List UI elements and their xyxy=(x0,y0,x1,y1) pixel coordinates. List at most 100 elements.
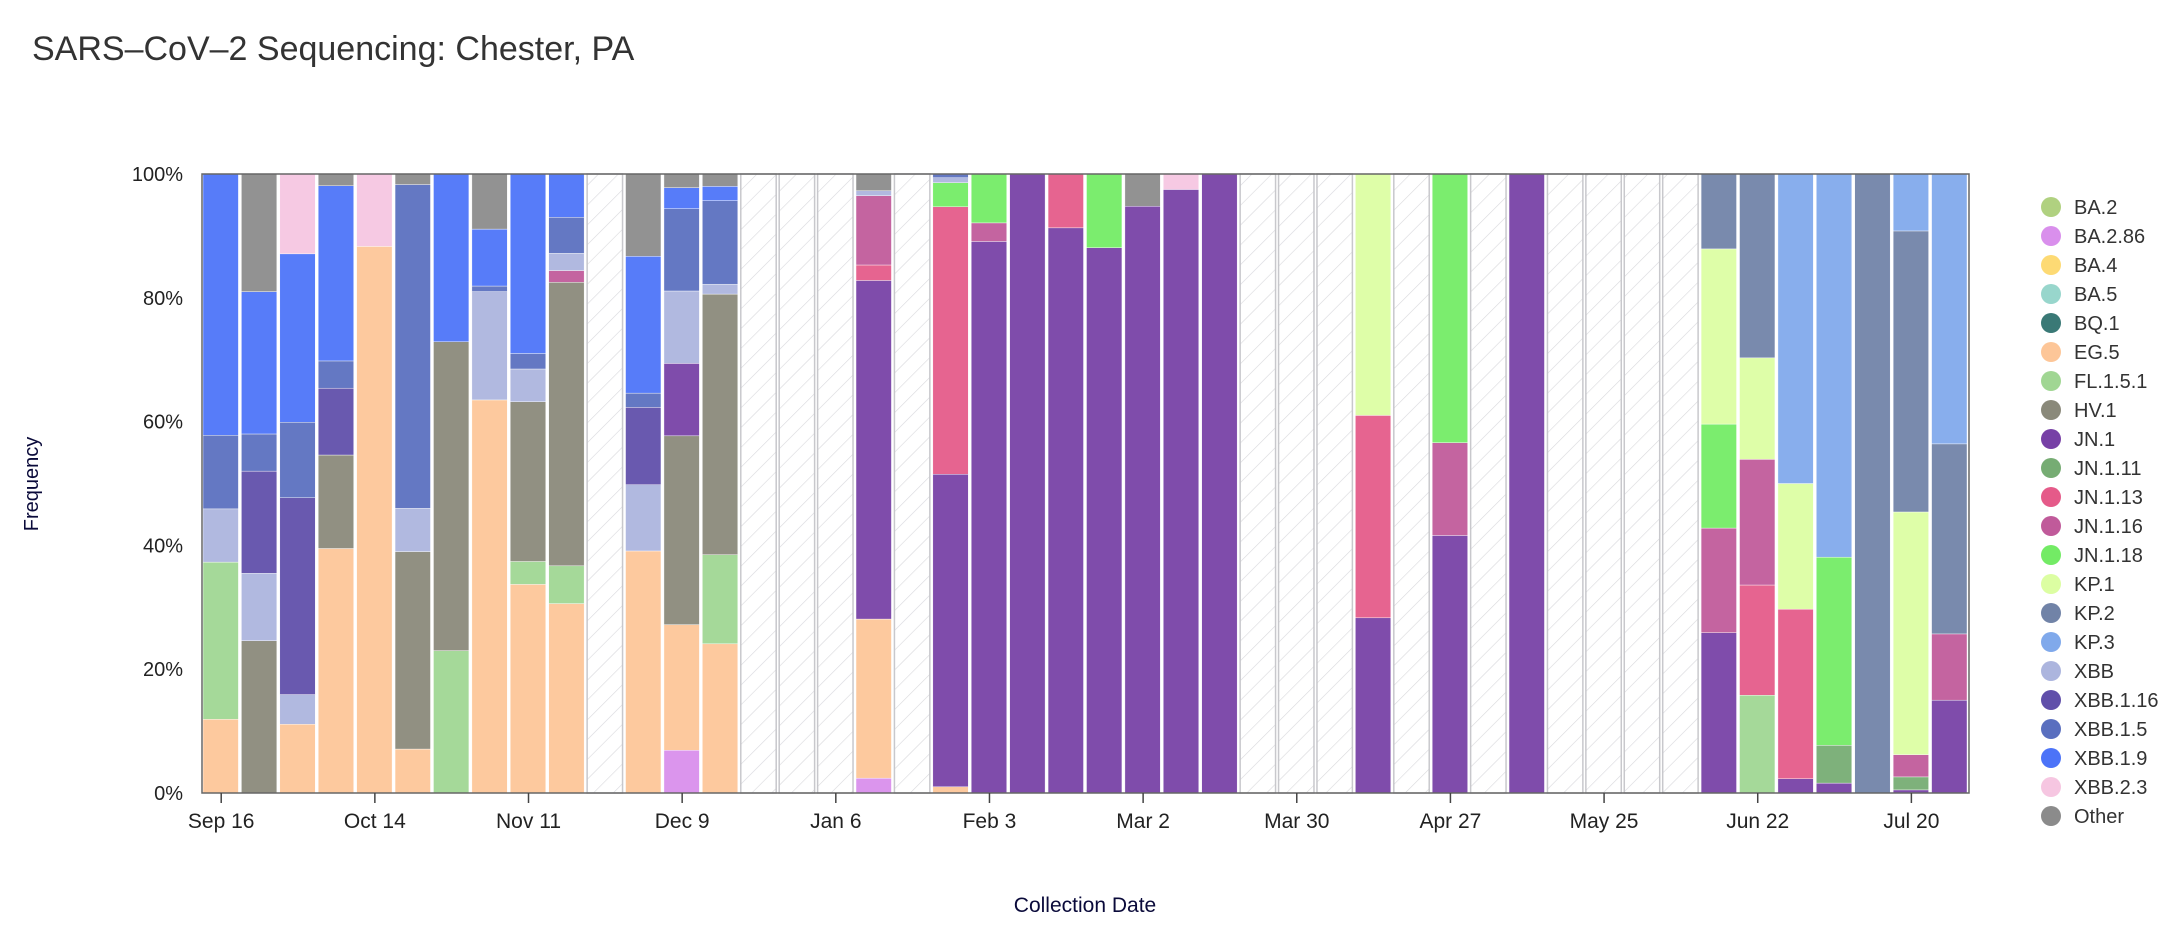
bar-segment-kp-2[interactable] xyxy=(1931,443,1968,635)
bar-segment-xbb[interactable] xyxy=(548,253,585,271)
bar-segment-jn-1-16[interactable] xyxy=(855,195,892,266)
bar-segment-eg-5[interactable] xyxy=(471,399,508,794)
bar-segment-eg-5[interactable] xyxy=(356,246,393,794)
bar-segment-xbb[interactable] xyxy=(202,508,239,563)
bar-segment-jn-1-18[interactable] xyxy=(932,182,969,208)
legend-item[interactable]: JN.1.18 xyxy=(2041,545,2143,567)
legend-item[interactable]: JN.1.11 xyxy=(2041,458,2141,480)
bar-segment-jn-1[interactable] xyxy=(1009,173,1046,794)
bar-segment-eg-5[interactable] xyxy=(394,748,431,794)
legend-item[interactable]: BA.4 xyxy=(2041,255,2117,277)
bar-segment-jn-1-16[interactable] xyxy=(1700,527,1737,633)
legend-item[interactable]: EG.5 xyxy=(2041,342,2120,364)
legend[interactable]: BA.2 BA.2.86 BA.4 BA.5 BQ.1 EG.5 FL.1.5.1 HV.1 J… xyxy=(2041,197,2159,828)
legend-item[interactable]: BA.2.86 xyxy=(2041,226,2145,248)
bar-segment-jn-1-16[interactable] xyxy=(548,270,585,283)
bar-segment-jn-1-18[interactable] xyxy=(1816,556,1852,746)
bar-segment-kp-1[interactable] xyxy=(1739,357,1776,460)
bar-segment-ba-2-86[interactable] xyxy=(663,750,700,794)
bar-segment-xbb-2-3[interactable] xyxy=(356,173,393,247)
bar-segment-xbb-1-9[interactable] xyxy=(702,186,738,201)
bar-segment-xbb-2-3[interactable] xyxy=(1163,173,1199,190)
bar-segment-jn-1-13[interactable] xyxy=(932,206,969,475)
bar-segment-jn-1-18[interactable] xyxy=(1432,173,1468,443)
bar-segment-kp-3[interactable] xyxy=(1777,173,1814,484)
bar-segment-jn-1-16[interactable] xyxy=(1892,754,1929,778)
bar-segment-xbb-2-3[interactable] xyxy=(279,173,316,255)
bar-segment-hv-1[interactable] xyxy=(433,341,470,651)
bar-segment-xbb[interactable] xyxy=(471,291,508,401)
legend-item[interactable]: XBB xyxy=(2041,661,2114,683)
bar-segment-kp-1[interactable] xyxy=(1777,483,1814,610)
bar-segment-xbb-1-16[interactable] xyxy=(318,387,354,456)
bar-segment-eg-5[interactable] xyxy=(510,584,546,794)
bar-segment-jn-1[interactable] xyxy=(1124,205,1161,794)
bar-segment-xbb[interactable] xyxy=(663,290,700,364)
bar-segment-jn-1[interactable] xyxy=(1163,189,1199,794)
bar-segment-xbb-1-16[interactable] xyxy=(625,407,662,485)
bar-segment-xbb-1-16[interactable] xyxy=(279,497,316,695)
bar-segment-eg-5[interactable] xyxy=(855,618,892,779)
bar-segment-eg-5[interactable] xyxy=(702,643,738,794)
bar-segment-xbb-1-9[interactable] xyxy=(471,228,508,287)
bar-segment-xbb-1-5[interactable] xyxy=(625,392,662,408)
bar-segment-xbb-1-5[interactable] xyxy=(702,200,738,285)
bar-segment-kp-2[interactable] xyxy=(1892,230,1929,513)
bar-segment-jn-1-18[interactable] xyxy=(971,173,1007,224)
legend-item[interactable]: KP.3 xyxy=(2041,632,2115,654)
bar-segment-jn-1-13[interactable] xyxy=(855,264,892,281)
bar-segment-xbb-1-9[interactable] xyxy=(241,291,278,435)
bar-segment-xbb[interactable] xyxy=(394,508,431,552)
bar-segment-jn-1[interactable] xyxy=(971,241,1007,794)
bar-segment-xbb[interactable] xyxy=(510,368,546,402)
bar-segment-jn-1-16[interactable] xyxy=(1432,442,1468,536)
bar-segment-xbb[interactable] xyxy=(932,177,969,183)
bar-segment-fl-1-5-1[interactable] xyxy=(702,554,738,645)
bar-segment-hv-1[interactable] xyxy=(702,293,738,555)
bar-segment-fl-1-5-1[interactable] xyxy=(548,565,585,604)
bar-segment-kp-3[interactable] xyxy=(1931,173,1968,445)
bar-segment-hv-1[interactable] xyxy=(394,551,431,750)
bar-segment-xbb[interactable] xyxy=(279,694,316,725)
bar-segment-jn-1-13[interactable] xyxy=(1047,173,1084,229)
bar-segment-kp-2[interactable] xyxy=(1700,173,1737,250)
bar-segment-xbb-1-9[interactable] xyxy=(202,173,239,436)
bar-segment-jn-1[interactable] xyxy=(1201,173,1238,794)
bar-segment-eg-5[interactable] xyxy=(548,603,585,794)
bar-segment-xbb-1-9[interactable] xyxy=(279,253,316,423)
bar-segment-xbb-1-5[interactable] xyxy=(663,208,700,292)
bar-segment-xbb-1-5[interactable] xyxy=(471,285,508,292)
legend-item[interactable]: FL.1.5.1 xyxy=(2041,371,2147,393)
bar-segment-hv-1[interactable] xyxy=(548,282,585,567)
bar-segment-xbb[interactable] xyxy=(855,190,892,196)
bar-segment-jn-1[interactable] xyxy=(1816,782,1852,794)
bar-segment-xbb-1-9[interactable] xyxy=(433,173,470,342)
bar-segment-jn-1-18[interactable] xyxy=(1700,423,1737,529)
bar-segment-jn-1[interactable] xyxy=(1700,632,1737,794)
bar-segment-hv-1[interactable] xyxy=(510,401,546,562)
bar-segment-jn-1-13[interactable] xyxy=(1777,608,1814,779)
bar-segment-jn-1-11[interactable] xyxy=(1816,745,1852,784)
bar-segment-kp-2[interactable] xyxy=(1854,173,1891,794)
bar-segment-other[interactable] xyxy=(318,173,354,186)
bar-segment-jn-1-11[interactable] xyxy=(1892,776,1929,791)
bar-segment-eg-5[interactable] xyxy=(663,624,700,751)
bar-segment-eg-5[interactable] xyxy=(932,786,969,794)
bar-segment-kp-1[interactable] xyxy=(1355,173,1392,416)
bar-segment-xbb-1-9[interactable] xyxy=(548,173,585,218)
bar-segment-xbb-1-9[interactable] xyxy=(318,185,354,362)
bar-segment-xbb-1-9[interactable] xyxy=(510,173,546,354)
bar-segment-ba-2-86[interactable] xyxy=(855,777,892,794)
bar-segment-jn-1[interactable] xyxy=(663,363,700,437)
bar-segment-jn-1[interactable] xyxy=(932,474,969,788)
bar-segment-other[interactable] xyxy=(241,173,278,292)
bar-segment-jn-1-13[interactable] xyxy=(1739,584,1776,696)
bar-segment-xbb[interactable] xyxy=(241,573,278,641)
bar-segment-jn-1[interactable] xyxy=(1355,617,1392,794)
bar-segment-fl-1-5-1[interactable] xyxy=(1739,694,1776,794)
bar-segment-other[interactable] xyxy=(1124,173,1161,207)
bar-segment-fl-1-5-1[interactable] xyxy=(202,561,239,720)
legend-item[interactable]: JN.1.13 xyxy=(2041,487,2143,509)
bar-segment-fl-1-5-1[interactable] xyxy=(433,650,470,794)
bar-segment-jn-1[interactable] xyxy=(1777,778,1814,794)
